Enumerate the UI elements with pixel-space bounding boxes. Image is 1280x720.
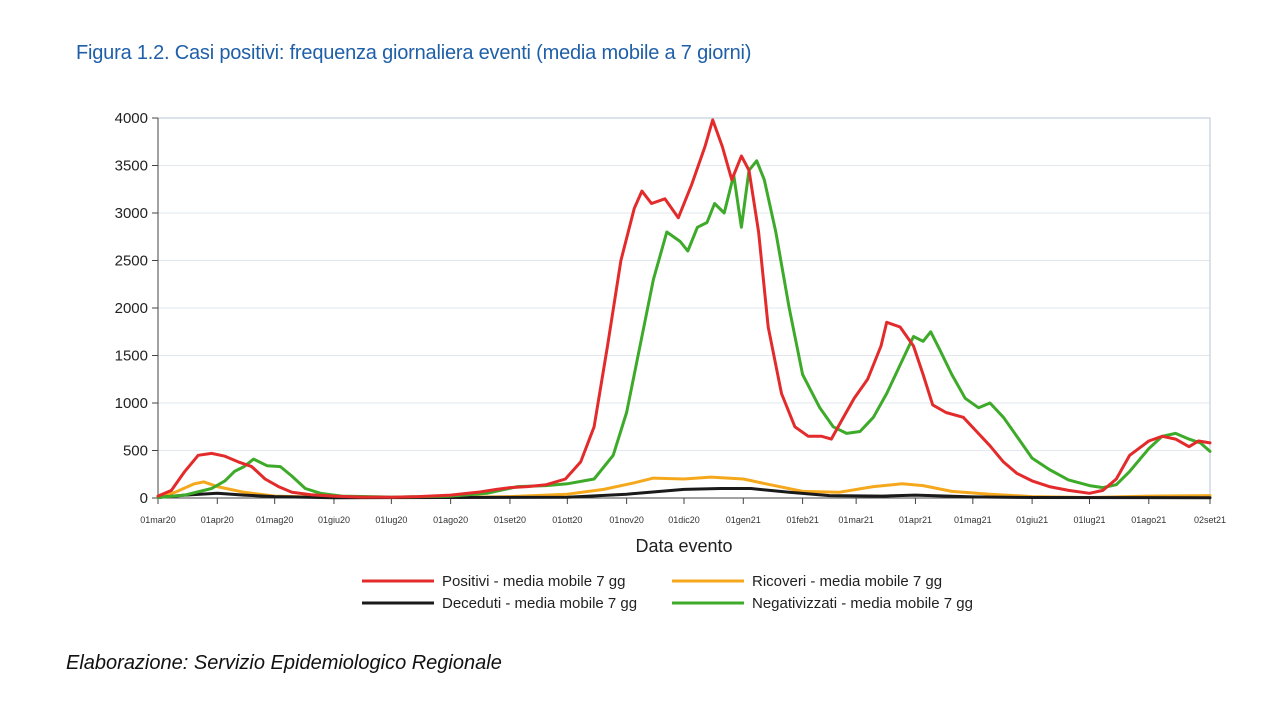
grid-layer <box>158 117 1210 499</box>
x-tick-label: 01mar21 <box>838 515 874 525</box>
y-tick-label: 0 <box>140 490 148 507</box>
x-tick-label: 01mag20 <box>256 515 294 525</box>
x-tick-label: 01set20 <box>494 515 526 525</box>
x-tick-label: 01mag21 <box>954 515 992 525</box>
caption: Elaborazione: Servizio Epidemiologico Re… <box>66 652 502 674</box>
y-tick-label: 2000 <box>115 300 148 317</box>
x-tick-label: 01ago20 <box>433 515 468 525</box>
x-tick-label: 02set21 <box>1194 515 1226 525</box>
legend-label-3: Negativizzati - media mobile 7 gg <box>752 595 973 612</box>
x-tick-label: 01apr21 <box>899 515 932 525</box>
x-tick-label: 01giu21 <box>1016 515 1048 525</box>
y-tick-label: 1000 <box>115 395 148 412</box>
x-tick-label: 01nov20 <box>609 515 644 525</box>
x-tick-label: 01ott20 <box>552 515 582 525</box>
series-line-1 <box>156 475 1212 499</box>
y-tick-label: 500 <box>123 443 148 460</box>
x-tick-label: 01mar20 <box>140 515 176 525</box>
series-layer <box>156 118 1212 500</box>
x-tick-label: 01dic20 <box>668 515 700 525</box>
x-tick-label: 01gen21 <box>726 515 761 525</box>
y-tick-label: 2500 <box>115 253 148 270</box>
series-line-2 <box>156 487 1212 500</box>
x-tick-label: 01ago21 <box>1131 515 1166 525</box>
axes: 0 500 1000 1500 2000 2500 3000 3500 4000 01mar20 0… <box>115 110 1226 525</box>
x-tick-label: 01giu20 <box>318 515 350 525</box>
y-tick-label: 3500 <box>115 158 148 175</box>
x-axis-label: Data evento <box>635 536 732 556</box>
figure-title: Figura 1.2. Casi positivi: frequenza gio… <box>76 42 752 64</box>
y-tick-label: 1500 <box>115 348 148 365</box>
legend-label-2: Deceduti - media mobile 7 gg <box>442 595 637 612</box>
series-line-0 <box>156 118 1212 499</box>
y-tick-label: 3000 <box>115 205 148 222</box>
legend-label-0: Positivi - media mobile 7 gg <box>442 573 625 590</box>
y-tick-label: 4000 <box>115 110 148 127</box>
x-tick-label: 01apr20 <box>201 515 234 525</box>
legend: Positivi - media mobile 7 gg Ricoveri - m… <box>362 573 973 612</box>
series-line-3 <box>156 159 1212 499</box>
x-tick-label: 01lug21 <box>1073 515 1105 525</box>
x-tick-label: 01feb21 <box>786 515 819 525</box>
legend-label-1: Ricoveri - media mobile 7 gg <box>752 573 942 590</box>
x-tick-label: 01lug20 <box>375 515 407 525</box>
